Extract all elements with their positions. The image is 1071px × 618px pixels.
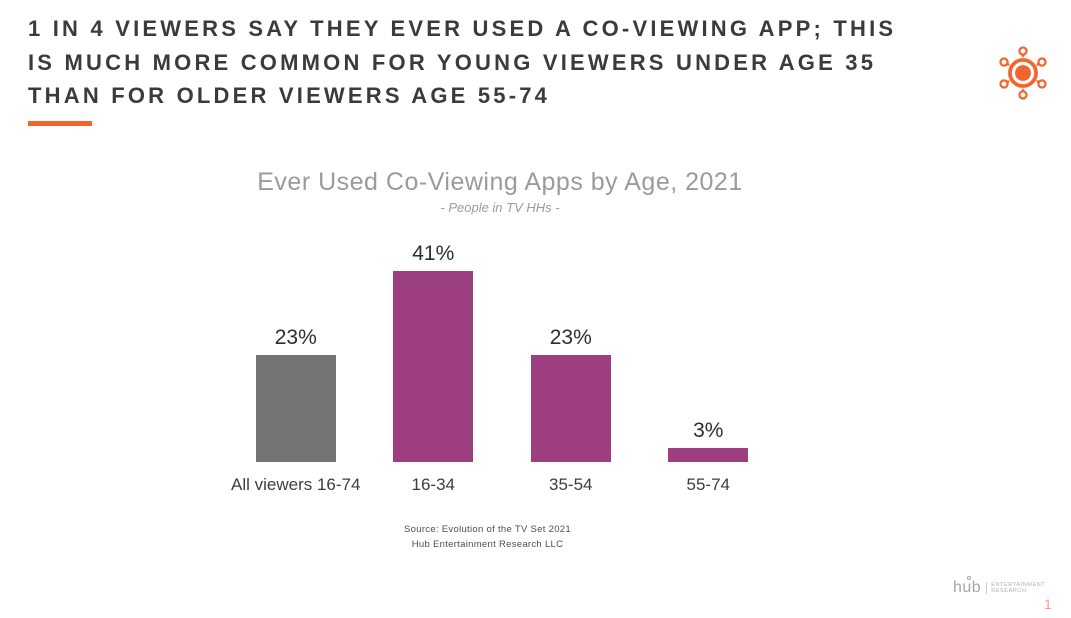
hub-logo-subtext-line-1: ENTERTAINMENT [991, 581, 1046, 588]
page-number: 1 [1044, 596, 1052, 612]
bar-category-label: All viewers 16-74 [231, 475, 361, 494]
bar-value-label: 23% [549, 326, 592, 349]
bar [393, 271, 474, 462]
bar-group: 23% All viewers 16-74 [227, 240, 365, 495]
bar [255, 355, 336, 462]
chart-source: Source: Evolution of the TV Set 2021 Hub… [0, 522, 975, 552]
hub-logo-text: hub [953, 579, 982, 596]
bar-column: 3% [668, 240, 749, 462]
bar-group: 23% 35-54 [502, 240, 640, 495]
chart-subtitle: - People in TV HHs - [440, 200, 560, 215]
bar-category-label: 35-54 [549, 475, 593, 494]
bar-value-label: 41% [412, 242, 455, 265]
slide-title-line-3: THAN FOR OLDER VIEWERS AGE 55-74 [28, 83, 551, 108]
bar-value-label: 3% [693, 419, 724, 442]
sunburst-icon [998, 46, 1048, 100]
hub-logo: hub ENTERTAINMENT RESEARCH [953, 576, 1045, 597]
bar-group: 3% 55-74 [640, 240, 778, 495]
bar-group: 41% 16-34 [365, 240, 503, 495]
chart-title: Ever Used Co-Viewing Apps by Age, 2021 [257, 168, 743, 196]
plot-area: 23% All viewers 16-74 41% 16-34 23% 35-54 3% 55… [227, 240, 777, 495]
bar-column: 23% [255, 240, 336, 462]
chart-source-line-2: Hub Entertainment Research LLC [411, 539, 564, 550]
hub-logo-ring-icon [967, 576, 971, 580]
title-accent-underline [28, 121, 92, 126]
hub-logo-subtext: ENTERTAINMENT RESEARCH [991, 582, 1045, 595]
bar-column: 23% [530, 240, 611, 462]
bar [668, 448, 749, 462]
slide-title: 1 IN 4 VIEWERS SAY THEY EVER USED A CO-V… [28, 12, 896, 113]
hub-logo-wordmark: hub [953, 576, 982, 597]
bar-category-label: 16-34 [411, 475, 455, 494]
bar-column: 41% [393, 240, 474, 462]
bar [530, 355, 611, 462]
slide-title-line-2: IS MUCH MORE COMMON FOR YOUNG VIEWERS UN… [28, 49, 877, 75]
logo-divider [986, 582, 988, 594]
hub-logo-subtext-line-2: RESEARCH [991, 588, 1027, 594]
bar-category-label: 55-74 [686, 475, 730, 494]
slide-title-line-1: 1 IN 4 VIEWERS SAY THEY EVER USED A CO-V… [28, 16, 897, 41]
bar-value-label: 23% [274, 326, 317, 349]
chart-source-line-1: Source: Evolution of the TV Set 2021 [404, 524, 571, 535]
